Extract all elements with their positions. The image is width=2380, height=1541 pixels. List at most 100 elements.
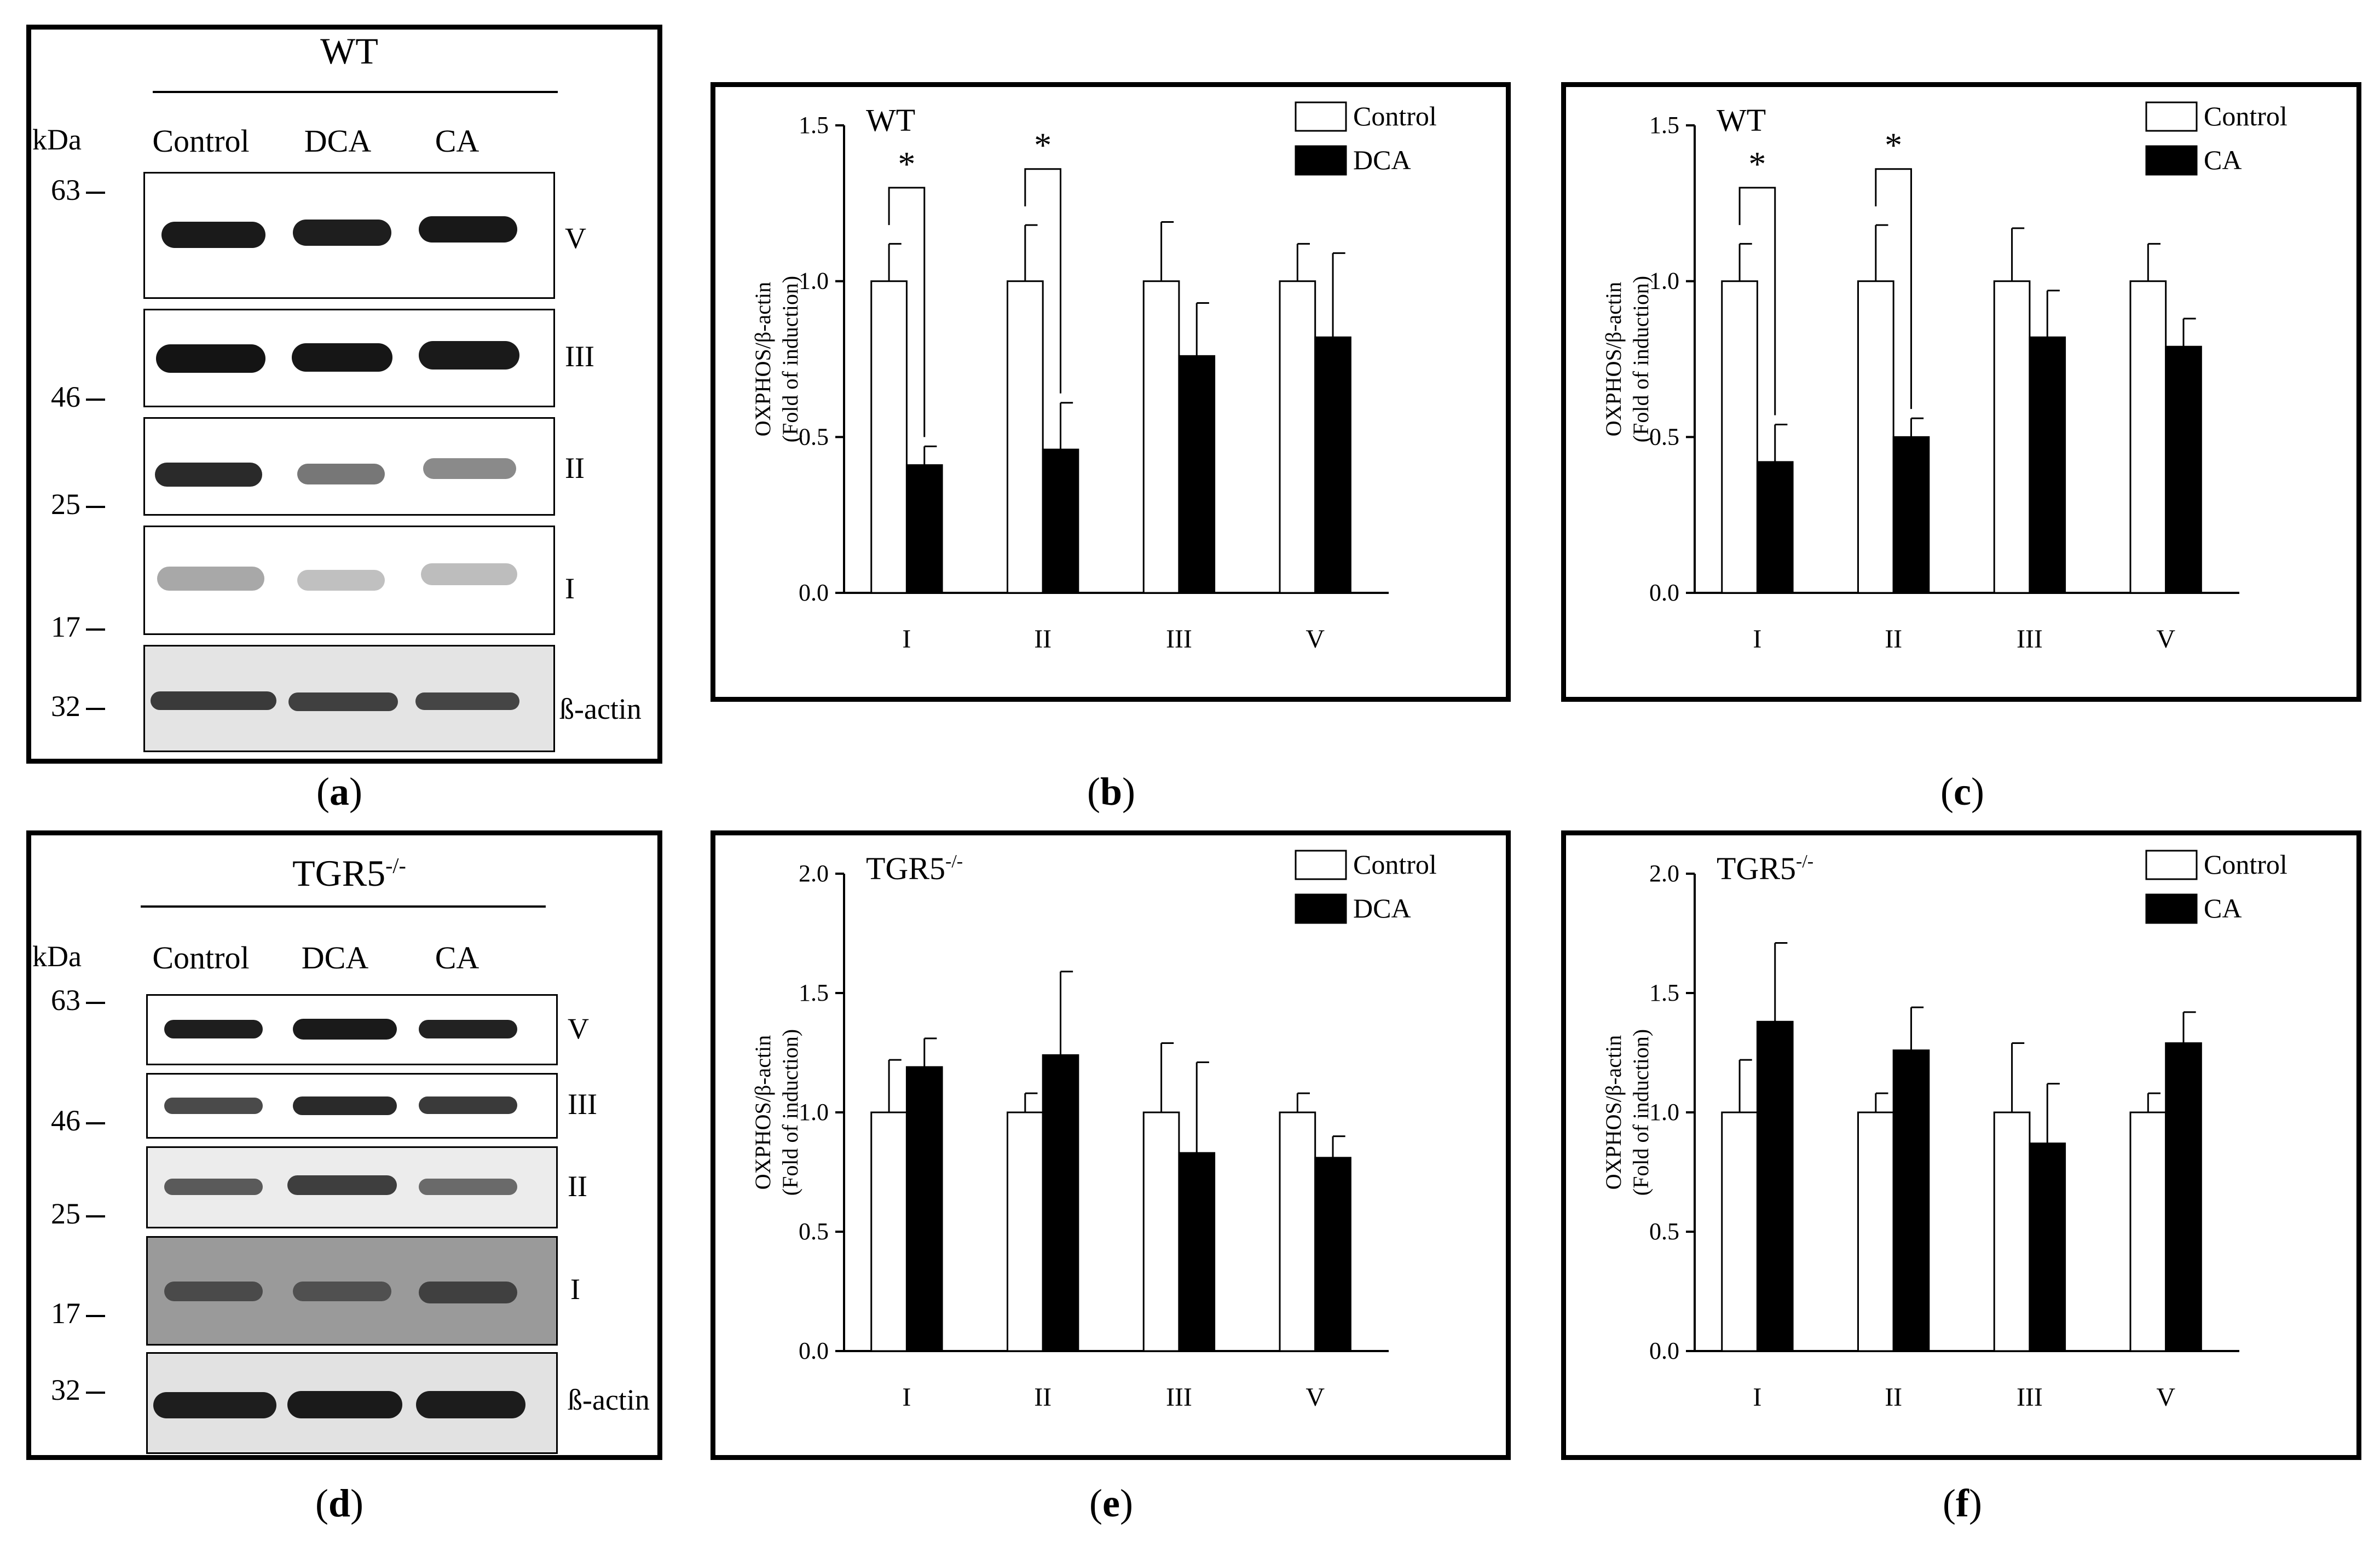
- bar-chart-b: 0.0 0.5 1.0 1.5 OXPHOS/β-actin (Fold of induc…: [750, 101, 1437, 654]
- bar-dca-II: [1042, 448, 1079, 594]
- y-tick-label: 0.5: [799, 1218, 829, 1245]
- bar-ca-III: [2029, 1142, 2066, 1352]
- bar-ca-II: [1892, 1049, 1930, 1352]
- bar-control-III: [1142, 1111, 1180, 1352]
- band-label: V: [565, 222, 586, 255]
- lane-label: DCA: [301, 940, 369, 976]
- x-tick-label: III: [1166, 1383, 1192, 1412]
- legend-label: CA: [2204, 893, 2242, 924]
- y-tick-label: 0.0: [799, 579, 829, 606]
- blot-strip-III: [146, 1073, 558, 1139]
- band-label: ß-actin: [568, 1383, 650, 1416]
- lane-label: DCA: [304, 123, 372, 159]
- mw-marker: 63: [51, 984, 80, 1017]
- x-tick-label: II: [1885, 625, 1902, 654]
- mw-marker: 63: [51, 174, 80, 206]
- bar-dca-I: [905, 464, 943, 594]
- legend-label: Control: [1353, 101, 1437, 131]
- chart-panel-e: 0.0 0.5 1.0 1.5 2.0 OXPHOS/β-actin (Fold of in…: [710, 830, 1511, 1460]
- legend-label: CA: [2204, 145, 2242, 175]
- mw-marker: 46: [51, 1104, 80, 1137]
- y-tick-label: 1.0: [1649, 1099, 1679, 1126]
- chart-title: WT: [866, 102, 915, 138]
- mw-marker: 32: [51, 1373, 80, 1406]
- blot-title: WT: [320, 30, 378, 72]
- legend-swatch: [1295, 145, 1347, 176]
- y-tick-label: 1.5: [799, 979, 829, 1006]
- x-tick-label: I: [1753, 1383, 1761, 1412]
- bar-dca-V: [1314, 336, 1351, 594]
- mw-marker: 25: [51, 488, 80, 521]
- y-tick-label: 1.0: [799, 1099, 829, 1126]
- band-label: III: [568, 1088, 597, 1121]
- bar-ca-I: [1756, 1020, 1794, 1352]
- x-tick-label: V: [2156, 625, 2175, 654]
- blot-strip-I: [146, 1236, 558, 1346]
- bar-control-II: [1857, 1111, 1894, 1352]
- legend-swatch: [1295, 893, 1347, 924]
- chart-title: TGR5-/-: [866, 851, 963, 886]
- band-label: I: [565, 572, 575, 605]
- y-tick-label: 1.5: [799, 112, 829, 138]
- x-tick-label: V: [1305, 1383, 1325, 1412]
- blot-strip-III: [143, 309, 555, 407]
- lane-label: CA: [435, 940, 480, 976]
- bar-ca-V: [2165, 1042, 2202, 1352]
- lane-label: CA: [435, 123, 480, 159]
- blot-title-rule: [141, 905, 546, 908]
- bar-control-III: [1993, 280, 2031, 594]
- blot-strip-actin: [146, 1352, 558, 1454]
- blot-title: TGR5-/-: [292, 852, 406, 894]
- legend-label: DCA: [1353, 145, 1411, 175]
- x-tick-label: III: [2017, 1383, 2043, 1412]
- legend-swatch: [2145, 145, 2198, 176]
- y-tick-label: 1.5: [1649, 979, 1679, 1006]
- bar-dca-V: [1314, 1157, 1351, 1352]
- chart-title: TGR5-/-: [1717, 851, 1813, 886]
- panel-letter-f: (f): [1943, 1481, 1982, 1525]
- y-axis-label: (Fold of induction): [1628, 276, 1653, 442]
- bar-control-III: [1993, 1111, 2031, 1352]
- bar-chart-e: 0.0 0.5 1.0 1.5 2.0 OXPHOS/β-actin (Fold of in…: [750, 849, 1437, 1412]
- bar-control-I: [870, 280, 908, 594]
- legend-swatch: [1295, 101, 1347, 132]
- blot-strip-V: [146, 994, 558, 1065]
- y-tick-label: 0.0: [799, 1337, 829, 1364]
- kda-label: kDa: [32, 940, 82, 973]
- blot-strip-II: [146, 1146, 558, 1228]
- significance-bracket: [1024, 168, 1062, 394]
- x-tick-label: I: [1753, 625, 1761, 654]
- y-axis-label: OXPHOS/β-actin: [750, 1035, 775, 1190]
- chart-panel-c: 0.0 0.5 1.0 1.5 OXPHOS/β-actin (Fold of induc…: [1561, 82, 2361, 702]
- mw-marker: 17: [51, 1297, 80, 1330]
- band-label: I: [570, 1273, 580, 1306]
- blot-title-rule: [153, 91, 558, 93]
- y-tick-label: 0.0: [1649, 579, 1679, 606]
- chart-panel-b: 0.0 0.5 1.0 1.5 OXPHOS/β-actin (Fold of induc…: [710, 82, 1511, 702]
- bar-control-II: [1857, 280, 1894, 594]
- y-tick-label: 2.0: [799, 860, 829, 887]
- blot-strip-V: [143, 172, 555, 299]
- significance-bracket: [1738, 187, 1776, 415]
- chart-panel-f: 0.0 0.5 1.0 1.5 2.0 OXPHOS/β-actin (Fold of in…: [1561, 830, 2361, 1460]
- x-tick-label: II: [1034, 1383, 1052, 1412]
- significance-star: *: [1885, 126, 1902, 165]
- blot-strip-I: [143, 526, 555, 635]
- bar-dca-I: [905, 1066, 943, 1352]
- mw-marker: 32: [51, 690, 80, 723]
- significance-bracket: [1875, 168, 1913, 409]
- legend-label: Control: [2204, 101, 2287, 131]
- bar-dca-III: [1178, 1152, 1216, 1352]
- blot-panel-a: WT kDa Control DCA CA 63 46 25 17 32: [26, 25, 662, 764]
- x-tick-label: I: [902, 1383, 911, 1412]
- blot-panel-d: TGR5-/- kDa Control DCA CA 63 46 25 17 3…: [26, 830, 662, 1460]
- chart-title: WT: [1717, 102, 1766, 138]
- panel-letter-b: (b): [1087, 770, 1135, 813]
- bar-dca-II: [1042, 1054, 1079, 1352]
- significance-star: *: [1748, 145, 1766, 183]
- y-axis-label: OXPHOS/β-actin: [1601, 282, 1626, 437]
- bar-ca-III: [2029, 336, 2066, 594]
- bar-ca-I: [1756, 461, 1794, 594]
- bar-control-I: [1721, 1111, 1758, 1352]
- bar-control-I: [870, 1111, 908, 1352]
